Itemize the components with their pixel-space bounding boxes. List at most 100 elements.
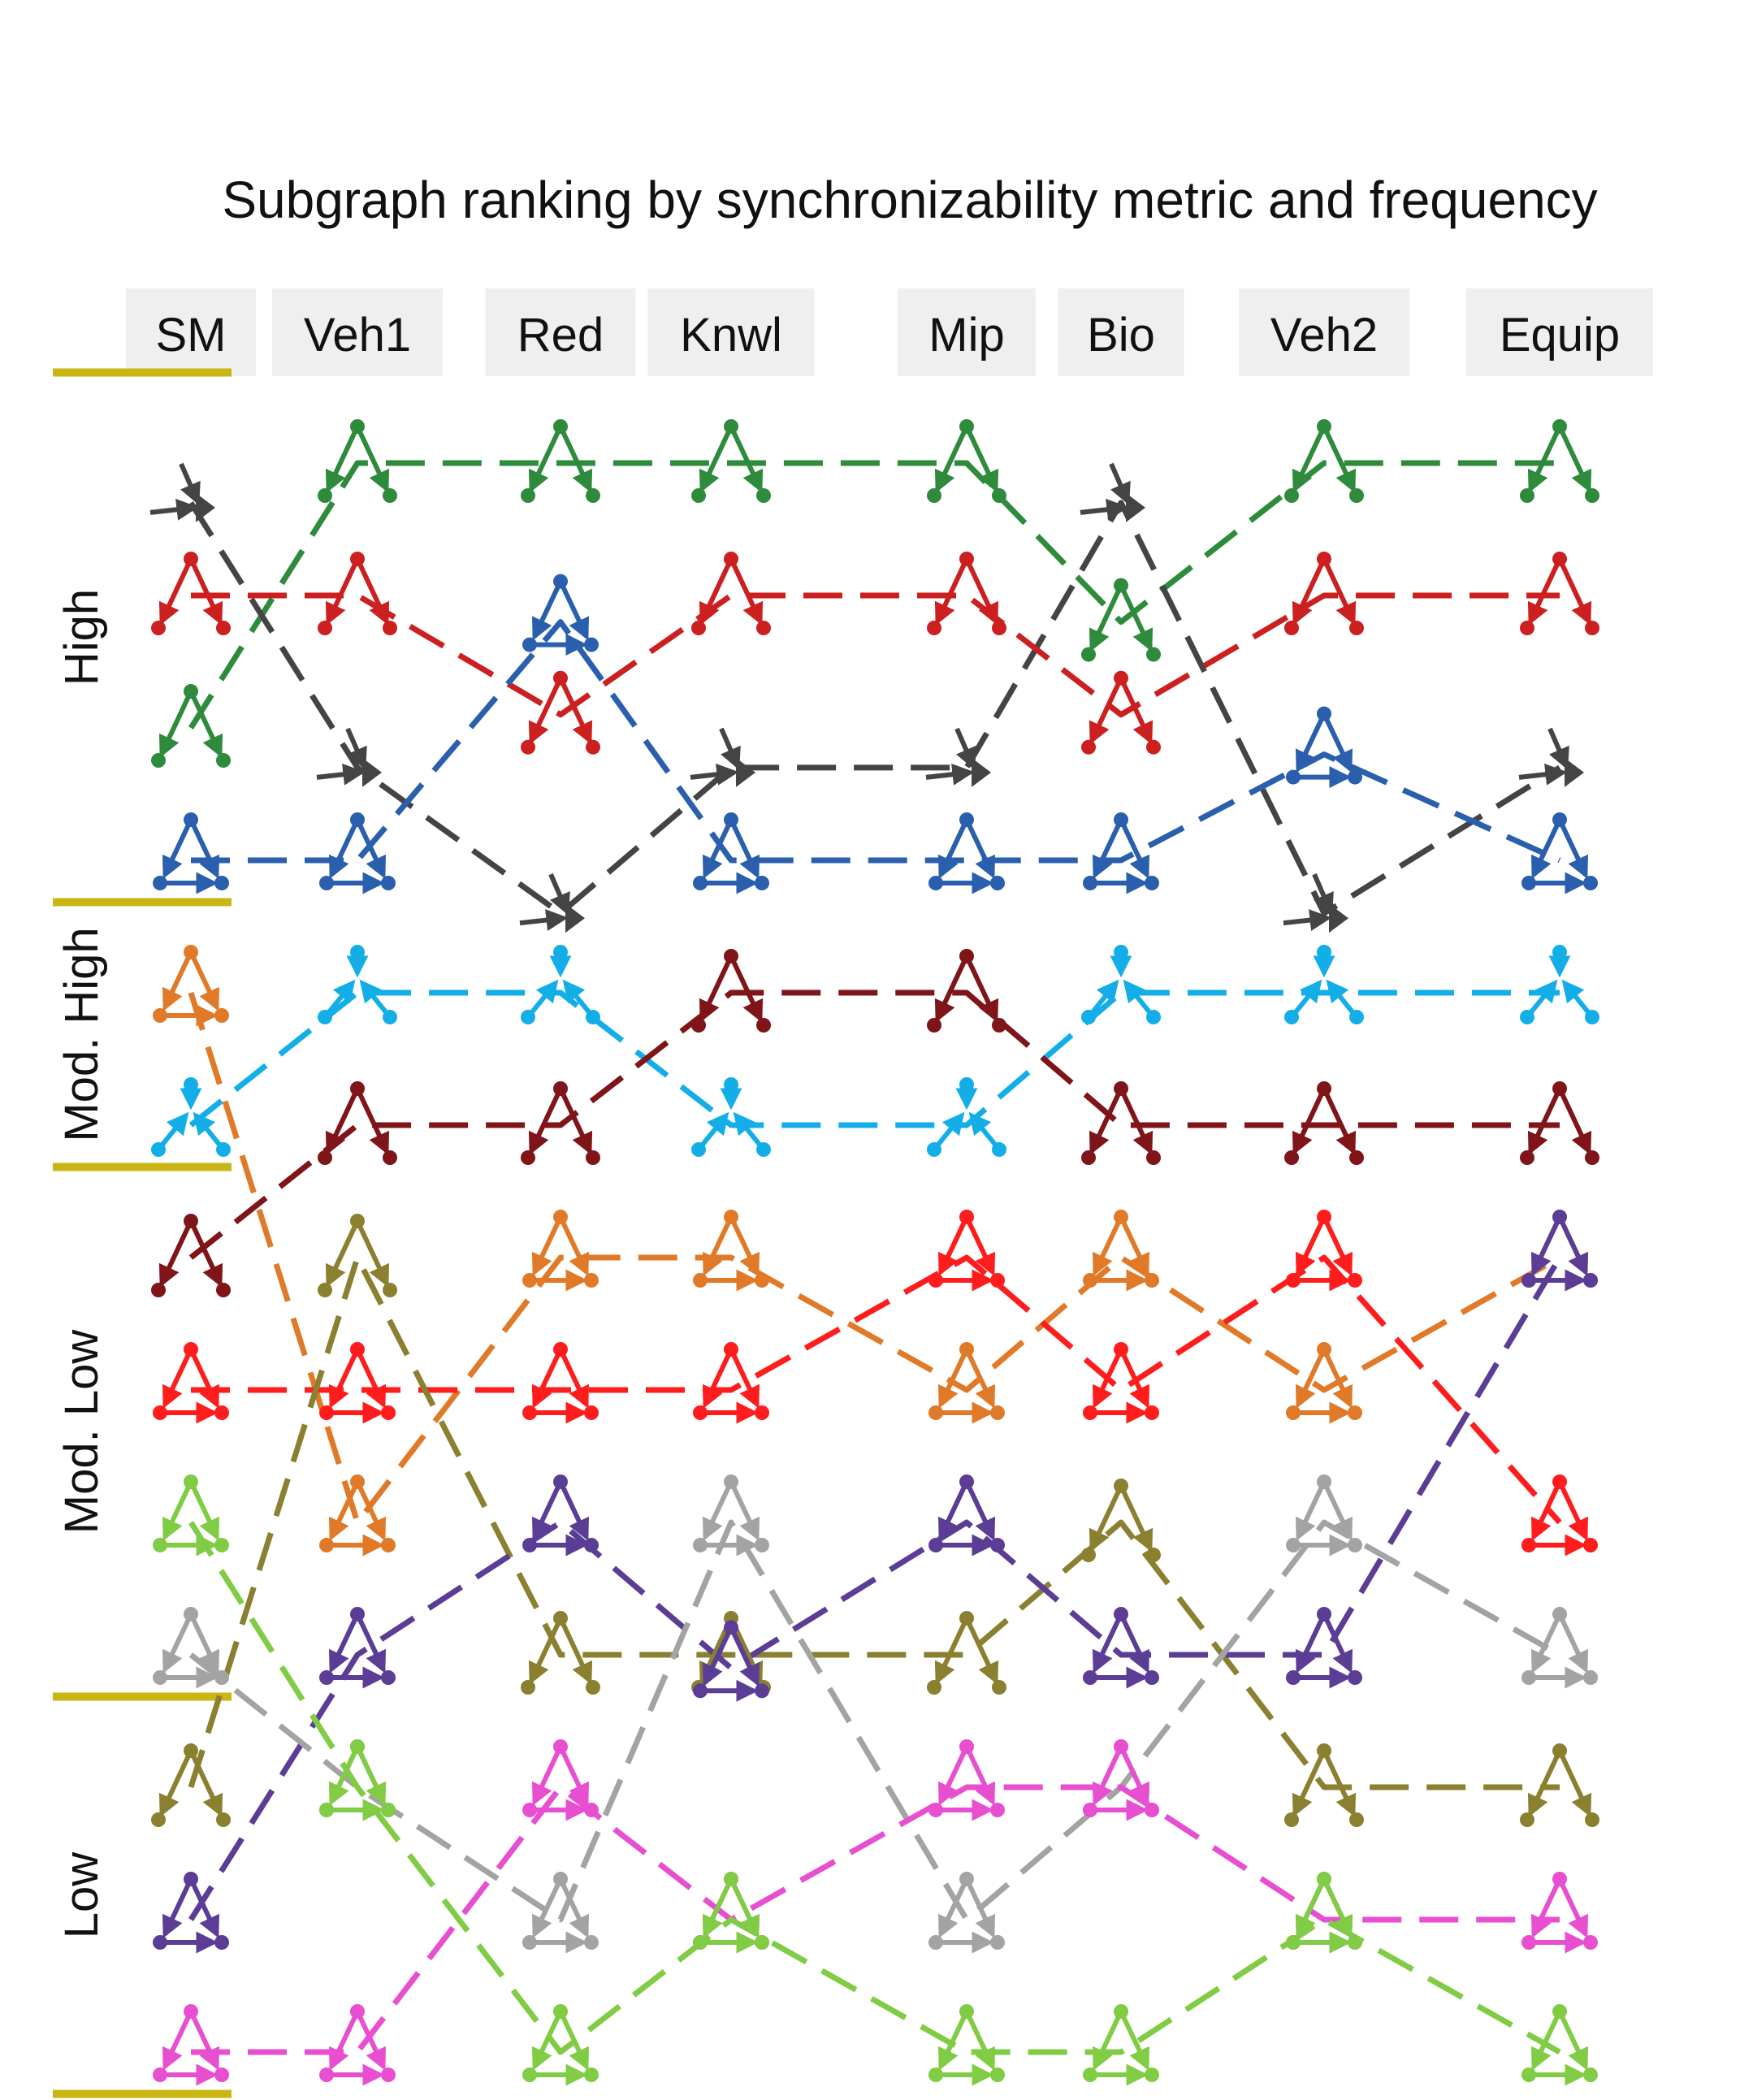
motif-node (350, 2004, 365, 2019)
motif-node (1348, 1670, 1362, 1685)
motif-edge (1119, 584, 1154, 652)
subgraph-motifs (149, 419, 1599, 2086)
motif-node (153, 1008, 167, 1023)
subgraph-motif-3-knwl (693, 812, 769, 894)
motif-edge (1292, 1749, 1327, 1817)
column-label-red: Red (517, 309, 604, 362)
motif-node (1348, 1273, 1362, 1288)
motif-edge (355, 1745, 387, 1806)
motif-edge (1557, 2010, 1589, 2071)
motif-edge (1119, 1484, 1154, 1552)
subgraph-motif-2-veh2 (1284, 552, 1364, 635)
subgraph-motif-0-veh2 (1284, 419, 1364, 503)
motif-node (1583, 2068, 1598, 2082)
subgraph-motif-4-veh2 (1284, 945, 1364, 1024)
motif-node (1114, 1081, 1128, 1096)
motif-node (756, 621, 771, 635)
motif-edge (1123, 979, 1156, 1019)
motif-node (693, 1538, 708, 1552)
motif-edge (188, 690, 223, 758)
subgraph-motif-9-equip (1521, 1210, 1598, 1292)
motif-node (1284, 488, 1299, 503)
motif-edge (188, 818, 220, 879)
motif-edge (1527, 1087, 1562, 1155)
motif-node (584, 1935, 599, 1950)
motif-edge (1527, 557, 1562, 626)
motif-node (1114, 1607, 1128, 1622)
motif-node (362, 757, 382, 787)
motif-node (992, 621, 1006, 635)
motif-edge (1322, 1877, 1353, 1938)
motif-node (1286, 1935, 1301, 1950)
motif-edge (558, 677, 593, 745)
motif-edge (188, 950, 220, 1011)
motif-node (1114, 945, 1128, 959)
motif-edge (149, 498, 199, 521)
motif-node (1145, 1803, 1159, 1817)
motif-edge (1086, 979, 1119, 1019)
motif-edge (1557, 425, 1592, 493)
motif-edge (1557, 818, 1589, 879)
subgraph-motif-3-veh2 (1286, 706, 1362, 789)
motif-edge (729, 1348, 760, 1409)
motif-node (153, 876, 167, 890)
motif-edge (934, 425, 969, 493)
motif-node (553, 1611, 568, 1626)
motif-edge (1119, 1745, 1150, 1806)
subgraph-motif-4-knwl (691, 1077, 771, 1157)
motif-edge (531, 580, 563, 641)
motif-node (1521, 1670, 1536, 1685)
subgraph-motif-0-red (521, 419, 600, 503)
motif-edge (1557, 1087, 1592, 1155)
motif-edge (531, 2010, 563, 2071)
motif-node (928, 1803, 943, 1817)
motif-edge (719, 727, 741, 770)
subgraph-motif-5-veh1 (318, 1081, 397, 1165)
motif-edge (355, 818, 387, 879)
motif-node (151, 1142, 166, 1157)
motif-node (1145, 2068, 1159, 2082)
motif-node (1583, 876, 1598, 890)
motif-edge (1292, 557, 1327, 626)
motif-node (1286, 1405, 1301, 1420)
motif-node (1583, 1273, 1598, 1288)
subgraph-motif-0-veh1 (318, 419, 397, 503)
motif-node (1349, 621, 1364, 635)
motif-node (1284, 621, 1299, 635)
motif-node (959, 419, 974, 434)
motif-node (553, 1739, 568, 1754)
subgraph-motif-1-equip (1518, 727, 1584, 787)
motif-edge (964, 2010, 996, 2071)
subgraph-motif-3-bio (1083, 812, 1159, 894)
column-label-box-veh1 (272, 288, 443, 376)
motif-node (927, 488, 941, 503)
subgraph-motif-1-sm (149, 462, 215, 522)
motif-node (1317, 552, 1331, 566)
motif-node (350, 552, 365, 566)
subgraph-motif-11-red (522, 1739, 599, 1821)
motif-edge (558, 1877, 590, 1938)
motif-node (724, 552, 738, 566)
motif-edge (355, 557, 390, 626)
motif-edge (156, 1111, 189, 1151)
band-bars (53, 368, 232, 2098)
motif-node (1585, 1150, 1599, 1165)
band-label-low: Low (55, 1851, 108, 1939)
motif-edge (328, 1480, 360, 1541)
motif-edge (968, 1111, 1002, 1151)
motif-node (1583, 1670, 1598, 1685)
motif-node (691, 488, 706, 503)
motif-node (553, 1210, 568, 1224)
motif-node (1583, 1935, 1598, 1950)
motif-node (1585, 621, 1599, 635)
series-line-12 (188, 1521, 1561, 2055)
subgraph-motif-4-red (521, 945, 600, 1024)
motif-node (959, 2004, 974, 2019)
subgraph-motif-2-mip (927, 552, 1006, 635)
motif-node (1083, 1273, 1097, 1288)
subgraph-motif-6-knwl (693, 1210, 769, 1292)
motif-node (990, 1538, 1005, 1552)
motif-edge (558, 1087, 593, 1155)
motif-edge (328, 818, 360, 879)
motif-edge (316, 763, 366, 786)
